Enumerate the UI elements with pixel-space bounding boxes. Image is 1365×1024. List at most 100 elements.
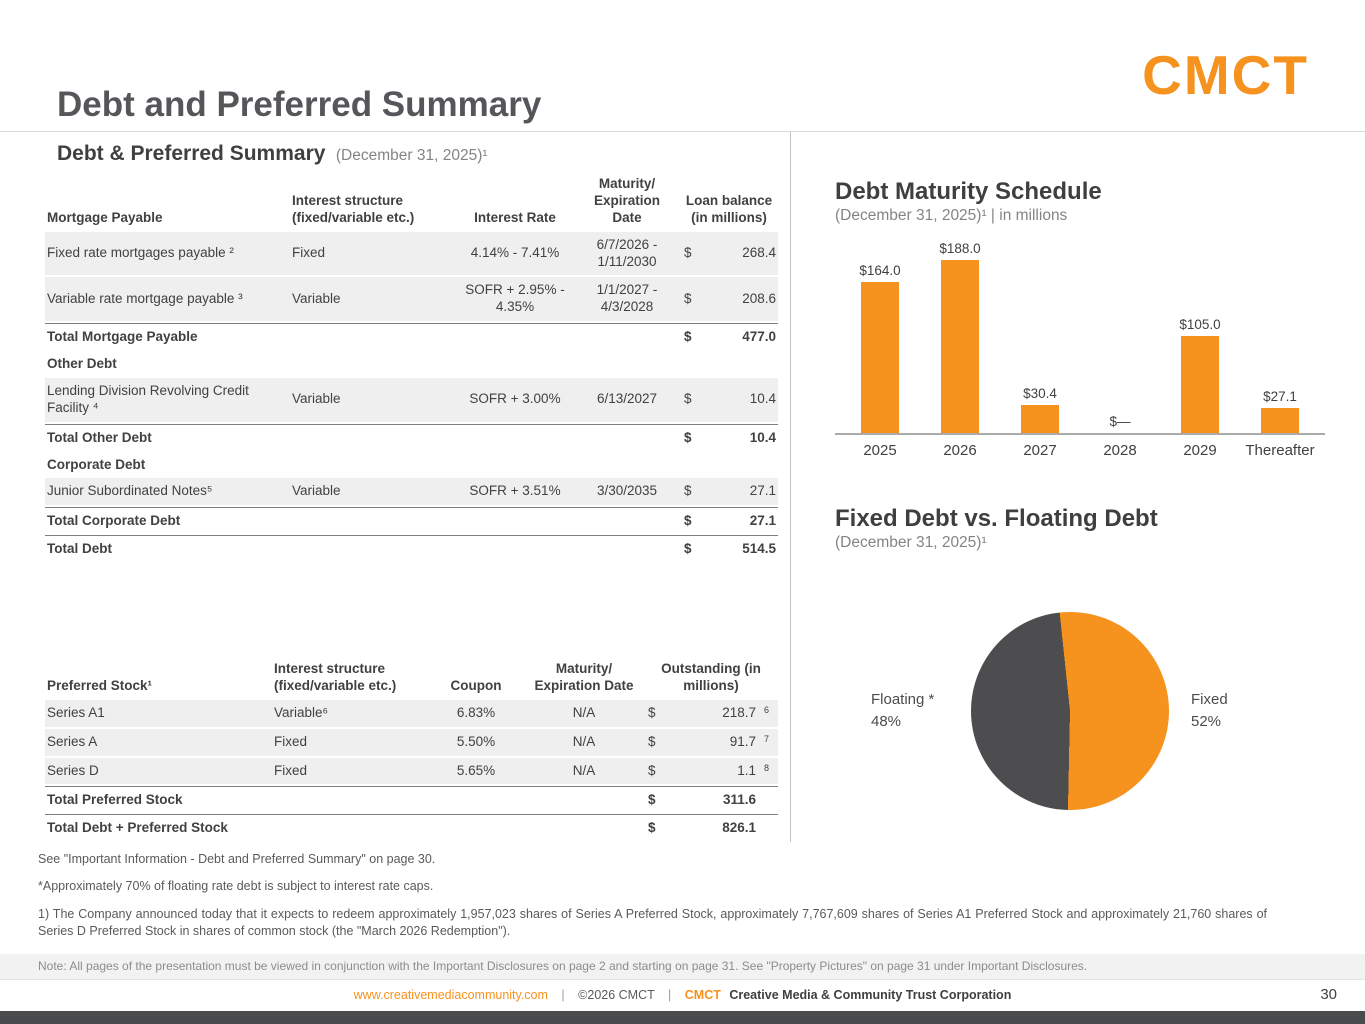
header-coupon: Coupon (450, 677, 502, 693)
cell-rate: SOFR + 3.00% (469, 391, 561, 407)
table-row-total: Total Debt $ 514.5 (45, 535, 778, 563)
pie-chart (971, 612, 1169, 810)
cell-dollar: $ (648, 792, 656, 808)
cell-amount: 27.1 (749, 513, 776, 529)
cell-amount: 218.7 (722, 704, 756, 720)
page-title: Debt and Preferred Summary (57, 85, 542, 124)
cell-maturity: 6/7/2026 - 1/11/2030 (596, 236, 658, 269)
table-row-total: Total Other Debt $ 10.4 (45, 423, 778, 452)
bar-group-2029: $105.0 (1161, 317, 1239, 433)
footer-brand: CMCT (684, 988, 721, 1002)
section-heading: Debt & Preferred Summary (December 31, 2… (45, 142, 778, 166)
cell-amount: 10.4 (749, 391, 776, 407)
cell-dollar: $ (648, 820, 656, 836)
cell-dollar: $ (684, 429, 692, 445)
cell-name: Total Corporate Debt (47, 513, 181, 529)
table-row: Lending Division Revolving Credit Facili… (45, 377, 778, 424)
pie-chart-row: Floating * 48% Fixed 52% (835, 612, 1325, 810)
cell-name: Total Debt + Preferred Stock (47, 820, 228, 836)
cell-structure: Variable⁶ (274, 704, 329, 720)
bar-value-label: $105.0 (1179, 317, 1221, 332)
cell-footnote-ref: 6 (764, 704, 770, 715)
section-date: (December 31, 2025)¹ (335, 147, 488, 164)
footer-separator: | (668, 988, 672, 1002)
preferred-table-header: Preferred Stock¹ Interest structure (fix… (45, 659, 778, 700)
preferred-table: Preferred Stock¹ Interest structure (fix… (45, 659, 778, 842)
table-row: Variable rate mortgage payable ³ Variabl… (45, 277, 778, 324)
cell-structure: Fixed (292, 245, 326, 261)
pie-slice-label: Floating * (871, 691, 935, 709)
cell-name: Series D (47, 762, 99, 778)
table-row-total: Total Mortgage Payable $ 477.0 (45, 323, 778, 351)
bar-group-2028: $— (1081, 414, 1159, 433)
cell-name: Total Preferred Stock (47, 792, 183, 808)
pie-slice-label: Fixed (1191, 691, 1228, 709)
disclosure-note-bar: Note: All pages of the presentation must… (0, 954, 1365, 979)
pie-label-fixed: Fixed 52% (1191, 689, 1228, 733)
bar (941, 260, 979, 433)
footer-copyright: ©2026 CMCT (578, 988, 655, 1002)
cell-name: Other Debt (47, 356, 117, 371)
cell-dollar: $ (648, 733, 656, 749)
x-axis-labels: 2025 2026 2027 2028 2029 Thereafter (835, 435, 1325, 459)
left-column: Debt & Preferred Summary (December 31, 2… (0, 132, 790, 842)
cell-dollar: $ (648, 762, 656, 778)
bar-value-label: $164.0 (859, 263, 901, 278)
cell-structure: Variable (292, 290, 341, 306)
cell-amount: 268.4 (742, 245, 776, 261)
cell-name: Total Other Debt (47, 429, 152, 445)
table-row-total: Total Corporate Debt $ 27.1 (45, 507, 778, 535)
x-axis-label: 2027 (1023, 442, 1057, 459)
bar-value-label: $27.1 (1263, 389, 1297, 404)
bar-group-2026: $188.0 (921, 241, 999, 433)
cell-structure: Variable (292, 391, 341, 407)
cell-rate: SOFR + 2.95% - 4.35% (465, 282, 565, 315)
cell-name: Series A (47, 733, 98, 749)
cell-name: Lending Division Revolving Credit Facili… (47, 382, 249, 415)
footnote-important-info: See "Important Information - Debt and Pr… (38, 852, 436, 867)
footer-company-name: Creative Media & Community Trust Corpora… (729, 988, 1012, 1002)
x-axis-label: Thereafter (1245, 442, 1315, 459)
chart-subtitle: (December 31, 2025)¹ (835, 534, 987, 551)
debt-maturity-chart: Debt Maturity Schedule (December 31, 202… (835, 178, 1325, 459)
header-interest-structure: Interest structure (fixed/variable etc.) (274, 661, 397, 693)
cell-name: Variable rate mortgage payable ³ (47, 290, 243, 306)
cell-maturity: 3/30/2035 (596, 483, 658, 499)
header-preferred-stock: Preferred Stock¹ (47, 677, 153, 693)
cell-amount: 826.1 (722, 820, 756, 836)
debt-table: Mortgage Payable Interest structure (fix… (45, 174, 778, 563)
header-maturity: Maturity/ Expiration Date (593, 176, 660, 225)
bar (1021, 405, 1059, 433)
x-axis-label: 2025 (863, 442, 897, 459)
pie-label-floating: Floating * 48% (871, 689, 971, 733)
cell-amount: 27.1 (749, 483, 776, 499)
footer: www.creativemediacommunity.com | ©2026 C… (0, 979, 1365, 1011)
table-row-total: Total Preferred Stock $ 311.6 (45, 786, 778, 814)
cell-amount: 10.4 (749, 429, 776, 445)
bar-value-label: $30.4 (1023, 386, 1057, 401)
content: Debt & Preferred Summary (December 31, 2… (0, 132, 1365, 843)
footer-url-link[interactable]: www.creativemediacommunity.com (353, 988, 548, 1002)
table-row: Junior Subordinated Notes⁵ Variable SOFR… (45, 478, 778, 508)
bar (1181, 336, 1219, 433)
bar-value-label: $— (1109, 414, 1131, 429)
cell-name: Series A1 (47, 704, 105, 720)
cell-coupon: 6.83% (456, 704, 496, 720)
cell-dollar: $ (684, 245, 692, 261)
cell-dollar: $ (684, 329, 692, 345)
cmct-logo: CMCT (1142, 44, 1309, 106)
cell-amount: 91.7 (729, 733, 756, 749)
cell-amount: 311.6 (722, 792, 756, 808)
bar (1261, 408, 1299, 433)
x-axis-label: 2029 (1183, 442, 1217, 459)
chart-title: Debt Maturity Schedule (835, 178, 1102, 205)
bar (861, 282, 899, 433)
cell-maturity: N/A (572, 762, 596, 778)
cell-dollar: $ (684, 541, 692, 557)
chart-title: Fixed Debt vs. Floating Debt (835, 505, 1158, 532)
cell-dollar: $ (648, 704, 656, 720)
pie-slice-percent: 52% (1191, 713, 1222, 730)
cell-coupon: 5.50% (456, 733, 496, 749)
cell-amount: 477.0 (742, 329, 776, 345)
footnote-rate-caps: *Approximately 70% of floating rate debt… (38, 879, 434, 894)
